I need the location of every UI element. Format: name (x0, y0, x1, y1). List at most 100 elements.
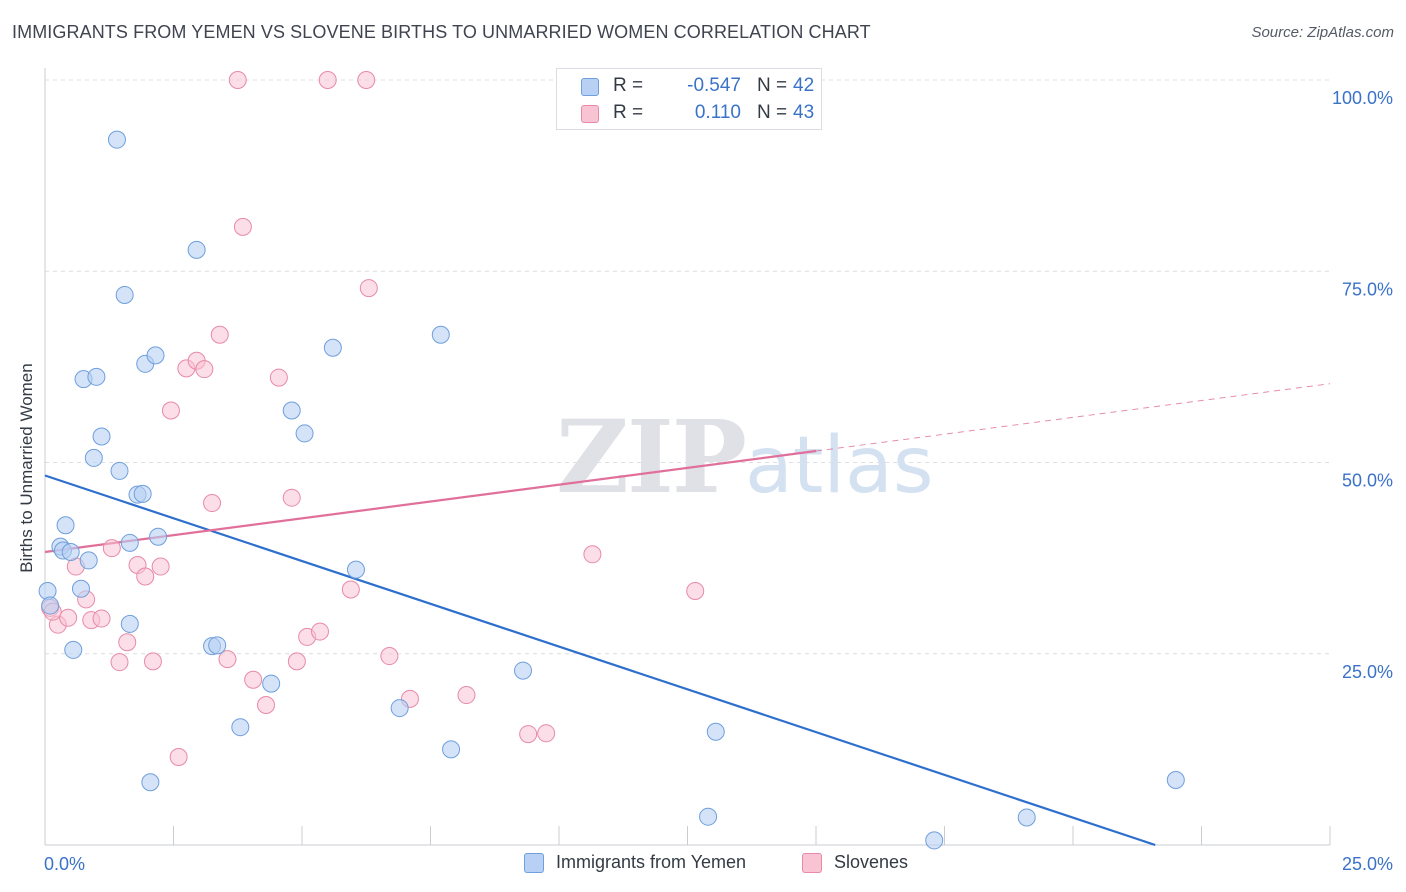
watermark-zip: ZIP (556, 398, 747, 516)
slovene-point (357, 71, 376, 89)
yemen-point (120, 614, 139, 633)
yemen-point (146, 346, 165, 365)
watermark-atlas: atlas (744, 421, 934, 511)
slovene-point (102, 539, 121, 558)
slovene-points (41, 71, 705, 767)
yemen-point (61, 543, 80, 562)
yemen-point (262, 674, 281, 693)
legend-n-label: N = (757, 75, 788, 96)
yemen-point (133, 484, 152, 503)
slovene-point (519, 725, 538, 744)
yemen-point (1166, 770, 1185, 789)
y-tick-label: 50.0% (1342, 471, 1393, 491)
legend-n-value: 43 (793, 102, 815, 123)
slovene-point (583, 545, 602, 564)
yemen-point (87, 367, 106, 386)
yemen-point (699, 807, 718, 826)
bottom-legend-swatch-slovenes (802, 853, 822, 873)
slovene-point (118, 633, 137, 652)
slovene-trend-line (44, 449, 817, 554)
y-axis-label: Births to Unmarried Women (17, 363, 36, 572)
legend-swatch-yemen (581, 78, 599, 96)
slovene-point (269, 368, 288, 387)
yemen-point (925, 831, 944, 850)
slovene-point (457, 686, 476, 705)
slovene-point (287, 652, 306, 671)
slovene-point (143, 652, 162, 671)
yemen-point (120, 533, 139, 552)
slovene-point (233, 217, 252, 236)
tick-labels: 25.0% 50.0% 75.0% 100.0% 0.0% 25.0% (44, 88, 1393, 874)
legend-n-value: 42 (793, 75, 815, 96)
slovene-point (318, 71, 337, 89)
grid-lines (45, 79, 1330, 655)
yemen-point (231, 718, 250, 737)
slovene-point (244, 670, 263, 689)
yemen-point (706, 722, 725, 741)
slovene-point (110, 653, 129, 672)
slovene-point (686, 582, 705, 601)
yemen-point (323, 338, 342, 357)
yemen-point (346, 560, 365, 579)
slovene-point (282, 488, 301, 507)
yemen-point (56, 516, 75, 535)
slovene-point (136, 567, 155, 586)
slovene-point (257, 696, 276, 715)
yemen-point (295, 424, 314, 443)
legend-r-value: -0.547 (687, 75, 741, 96)
bottom-legend-label-yemen: Immigrants from Yemen (556, 852, 747, 872)
watermark: ZIPatlas (556, 398, 933, 516)
source-credit: Source: ZipAtlas.com (1251, 24, 1394, 41)
yemen-point (79, 551, 98, 570)
x-tick-label: 0.0% (44, 854, 85, 874)
y-tick-label: 100.0% (1332, 88, 1393, 108)
yemen-point (71, 579, 90, 598)
yemen-points (38, 130, 1185, 850)
trend-lines (44, 383, 1331, 847)
legend-n-label: N = (757, 102, 788, 123)
yemen-point (41, 596, 60, 615)
yemen-point (115, 285, 134, 304)
yemen-point (107, 130, 126, 149)
yemen-point (514, 661, 533, 680)
slovene-point (151, 557, 170, 576)
yemen-point (64, 640, 83, 659)
slovene-point (169, 748, 188, 767)
slovene-point (228, 71, 247, 89)
yemen-point (390, 699, 409, 718)
yemen-point (92, 427, 111, 446)
yemen-point (187, 240, 206, 259)
legend-swatch-slovenes (581, 105, 599, 123)
yemen-trend-line (44, 474, 1156, 847)
axes (44, 68, 1331, 846)
bottom-legend-label-slovenes: Slovenes (834, 852, 909, 872)
yemen-point (84, 448, 103, 467)
slovene-point (537, 724, 556, 743)
slovene-point (203, 494, 222, 513)
yemen-point (149, 527, 168, 546)
yemen-point (110, 461, 129, 480)
bottom-legend-swatch-yemen (524, 853, 544, 873)
slovene-point (359, 279, 378, 298)
yemen-point (282, 401, 301, 420)
slovene-point (59, 608, 78, 627)
y-tick-label: 75.0% (1342, 279, 1393, 299)
slovene-point (218, 650, 237, 669)
slovene-trend-extension (815, 383, 1331, 452)
yemen-point (1017, 808, 1036, 827)
x-tick-label: 25.0% (1342, 854, 1393, 874)
yemen-point (431, 325, 450, 344)
yemen-point (141, 773, 160, 792)
slovene-point (195, 360, 214, 379)
yemen-point (208, 636, 227, 655)
yemen-point (442, 740, 461, 759)
legend-r-value: 0.110 (694, 102, 741, 123)
y-tick-label: 25.0% (1342, 662, 1393, 682)
slovene-point (341, 580, 360, 599)
slovene-point (210, 325, 229, 344)
chart-title: IMMIGRANTS FROM YEMEN VS SLOVENE BIRTHS … (12, 22, 871, 42)
slovene-point (92, 609, 111, 628)
correlation-legend: R = -0.547 N = 42 R = 0.110 N = 43 (556, 68, 822, 130)
legend-r-label: R = (613, 75, 644, 96)
